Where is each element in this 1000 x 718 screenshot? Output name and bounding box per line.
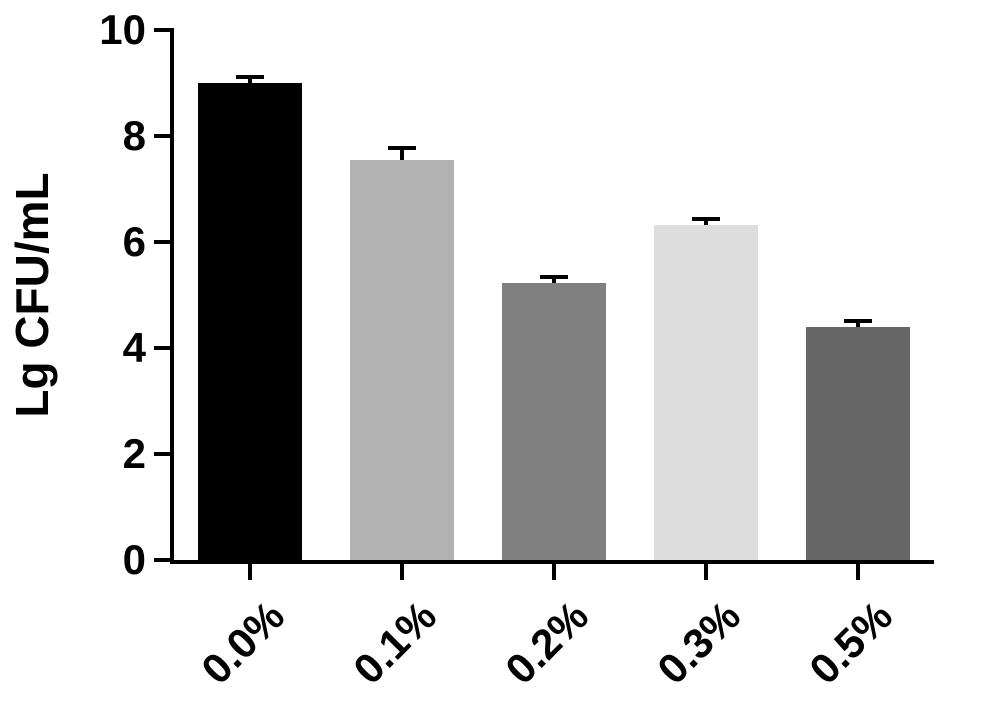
y-tick <box>154 240 174 244</box>
x-tick-label: 0.5% <box>776 592 902 718</box>
bar <box>198 83 301 560</box>
bar <box>806 327 909 560</box>
y-tick <box>154 558 174 562</box>
y-tick-label: 8 <box>123 112 146 160</box>
x-tick <box>704 560 708 580</box>
y-tick <box>154 452 174 456</box>
chart-container: Lg CFU/mL 02468100.0%0.1%0.2%0.3%0.5% <box>0 0 1000 710</box>
x-tick <box>400 560 404 580</box>
y-tick <box>154 28 174 32</box>
x-tick <box>856 560 860 580</box>
y-tick-label: 2 <box>123 430 146 478</box>
y-axis-title: Lg CFU/mL <box>5 172 59 417</box>
x-tick-label: 0.0% <box>168 592 294 718</box>
x-tick-label: 0.3% <box>624 592 750 718</box>
plot-area: 02468100.0%0.1%0.2%0.3%0.5% <box>170 30 934 564</box>
x-tick-label: 0.2% <box>472 592 598 718</box>
x-tick <box>552 560 556 580</box>
bar <box>654 225 757 560</box>
y-tick-label: 4 <box>123 324 146 372</box>
y-tick <box>154 134 174 138</box>
y-tick-label: 10 <box>99 6 146 54</box>
x-tick-label: 0.1% <box>320 592 446 718</box>
y-tick-label: 6 <box>123 218 146 266</box>
y-tick-label: 0 <box>123 536 146 584</box>
bar <box>502 283 605 560</box>
bar <box>350 160 453 560</box>
x-tick <box>248 560 252 580</box>
y-tick <box>154 346 174 350</box>
